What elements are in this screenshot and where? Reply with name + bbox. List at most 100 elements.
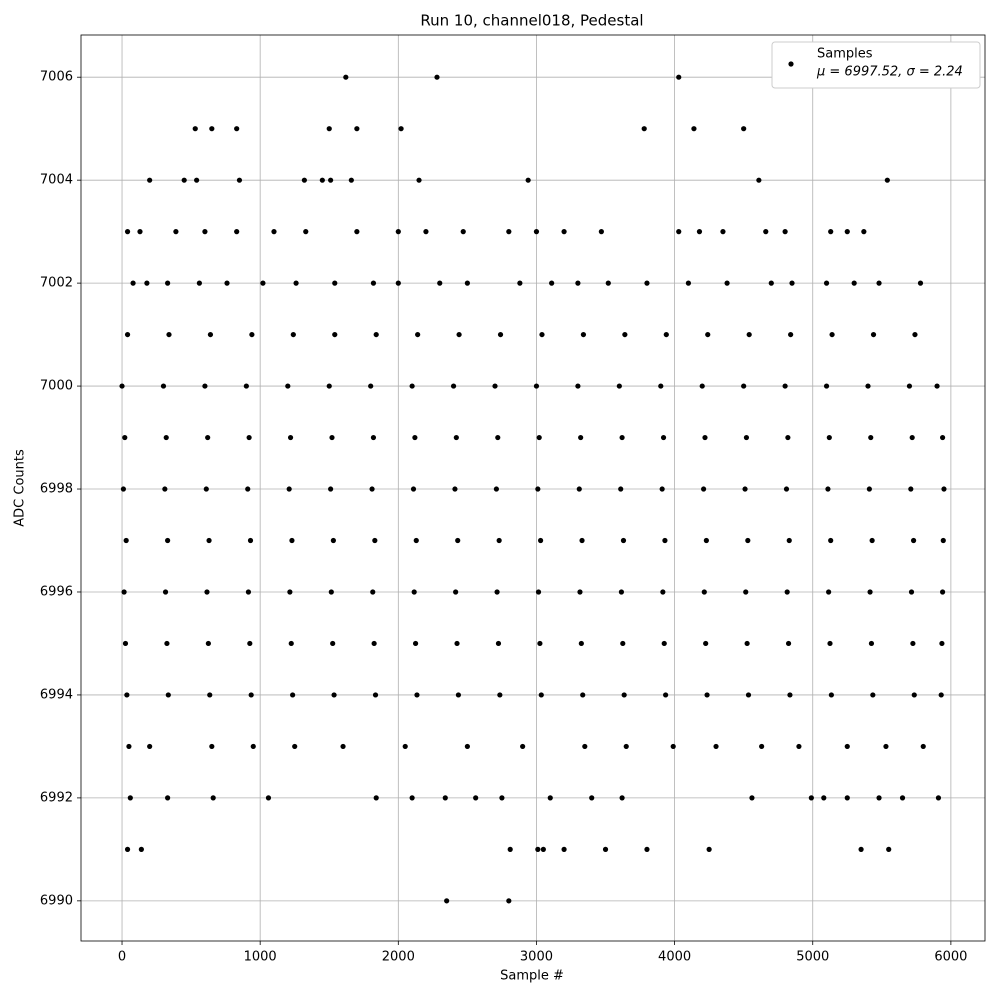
point (330, 640, 336, 647)
point (908, 589, 915, 595)
point (260, 280, 266, 286)
point (706, 846, 712, 852)
point (138, 846, 144, 852)
point (290, 331, 296, 338)
point (181, 177, 187, 183)
point (576, 486, 582, 492)
point (663, 331, 669, 338)
point (537, 537, 544, 544)
point (120, 486, 127, 492)
point (328, 177, 334, 183)
point (786, 537, 792, 544)
point (370, 434, 377, 441)
point (605, 280, 611, 286)
point (782, 383, 788, 389)
point (409, 383, 415, 389)
point (207, 692, 213, 698)
point (703, 537, 709, 544)
point (745, 692, 752, 698)
point (234, 229, 240, 235)
point (910, 640, 916, 647)
point (454, 640, 460, 647)
point (460, 229, 466, 235)
point (533, 229, 540, 235)
point (703, 640, 709, 647)
point (464, 280, 470, 286)
point (373, 795, 379, 801)
plot-frame (80, 34, 986, 942)
point (290, 692, 296, 698)
point (164, 640, 170, 647)
point (209, 743, 215, 750)
point (939, 589, 946, 595)
point (434, 74, 440, 80)
point (495, 434, 501, 441)
point (147, 743, 153, 750)
point (867, 589, 873, 595)
point (623, 743, 629, 750)
point (823, 383, 830, 389)
point (412, 434, 418, 441)
point (876, 795, 882, 801)
point (660, 434, 667, 441)
point (160, 383, 167, 389)
y-tick-label: 7000 (40, 379, 73, 394)
point (234, 126, 240, 132)
point (939, 640, 945, 647)
point (395, 280, 401, 286)
point (699, 383, 705, 389)
point (123, 537, 129, 544)
point (788, 331, 794, 338)
point (340, 743, 346, 750)
point (724, 280, 730, 286)
x-tick-label: 0 (118, 950, 126, 965)
point (202, 229, 208, 235)
point (789, 280, 795, 286)
point (744, 640, 750, 647)
point (663, 692, 669, 698)
point (598, 229, 604, 235)
point (865, 383, 871, 389)
point (328, 486, 334, 492)
y-axis-label: ADC Counts (13, 449, 28, 527)
point (492, 383, 498, 389)
point (495, 640, 502, 647)
point (660, 589, 666, 595)
point (370, 589, 376, 595)
point (868, 640, 875, 647)
point (506, 898, 512, 904)
point (579, 537, 585, 544)
point (453, 434, 459, 441)
point (938, 692, 944, 698)
point (126, 743, 132, 750)
point (749, 795, 755, 801)
point (909, 434, 915, 441)
x-tick-label: 1000 (244, 950, 277, 965)
point (808, 795, 814, 801)
point (205, 434, 211, 441)
point (701, 589, 707, 595)
point (705, 331, 711, 338)
point (303, 229, 309, 235)
point (575, 280, 581, 286)
point (249, 331, 255, 338)
point (372, 537, 378, 544)
point (288, 640, 294, 647)
point (561, 846, 567, 852)
point (319, 177, 325, 183)
point (539, 331, 545, 338)
point (884, 177, 890, 183)
point (395, 229, 401, 235)
point (437, 280, 443, 286)
point (497, 692, 503, 698)
point (658, 383, 664, 389)
point (622, 331, 628, 338)
point (442, 795, 448, 801)
point (787, 692, 793, 698)
legend-note: μ = 6997.52, σ = 2.24 (816, 65, 963, 80)
point (464, 743, 470, 750)
y-tick-label: 6990 (40, 893, 73, 908)
point (236, 177, 243, 183)
point (589, 795, 595, 801)
point (691, 126, 697, 132)
